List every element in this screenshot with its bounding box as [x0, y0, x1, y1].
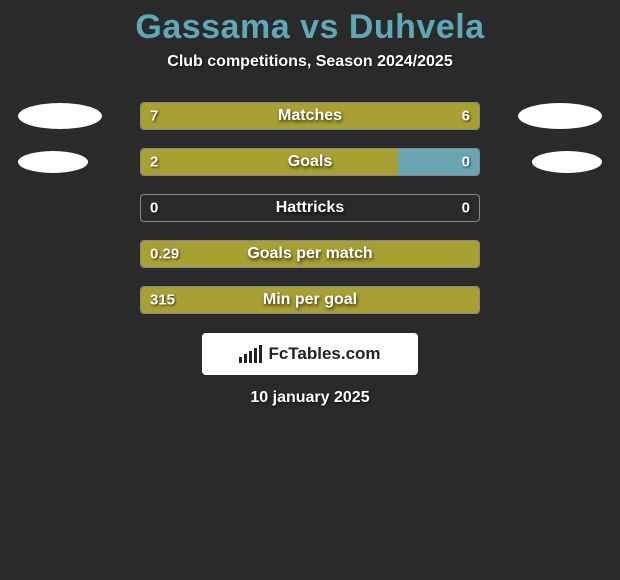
- stat-value-left: 2: [150, 154, 158, 171]
- comparison-card: Gassama vs Duhvela Club competitions, Se…: [0, 0, 620, 580]
- site-badge-bars-icon: [239, 345, 262, 363]
- player2-badge-icon: [532, 151, 602, 173]
- stat-bar-track: [140, 194, 480, 222]
- player2-badge-icon: [518, 103, 602, 129]
- stats-list: 76Matches20Goals00Hattricks0.29Goals per…: [0, 101, 620, 315]
- vs-text: vs: [300, 8, 339, 46]
- subtitle: Club competitions, Season 2024/2025: [0, 53, 620, 71]
- stat-bar-track: [140, 240, 480, 268]
- stat-bar-track: [140, 102, 480, 130]
- player1-badge-icon: [18, 103, 102, 129]
- player1-badge-icon: [18, 151, 88, 173]
- stat-value-right: 0: [462, 154, 470, 171]
- stat-value-left: 315: [150, 292, 175, 309]
- stat-value-left: 7: [150, 108, 158, 125]
- stat-value-left: 0.29: [150, 246, 179, 263]
- site-name: FcTables.com: [268, 344, 380, 364]
- date-text: 10 january 2025: [0, 389, 620, 407]
- stat-row: 00Hattricks: [0, 193, 620, 223]
- stat-row: 20Goals: [0, 147, 620, 177]
- stat-bar-left: [141, 149, 398, 175]
- stat-value-right: 0: [462, 200, 470, 217]
- stat-value-left: 0: [150, 200, 158, 217]
- stat-bar-left: [141, 287, 479, 313]
- stat-row: 0.29Goals per match: [0, 239, 620, 269]
- stat-bar-left: [141, 241, 479, 267]
- stat-value-right: 6: [462, 108, 470, 125]
- player2-name: Duhvela: [349, 8, 485, 46]
- stat-bar-track: [140, 286, 480, 314]
- player1-name: Gassama: [135, 8, 290, 46]
- page-title: Gassama vs Duhvela: [0, 8, 620, 47]
- stat-bar-left: [141, 103, 479, 129]
- stat-bar-track: [140, 148, 480, 176]
- site-badge[interactable]: FcTables.com: [202, 333, 418, 375]
- stat-row: 315Min per goal: [0, 285, 620, 315]
- stat-row: 76Matches: [0, 101, 620, 131]
